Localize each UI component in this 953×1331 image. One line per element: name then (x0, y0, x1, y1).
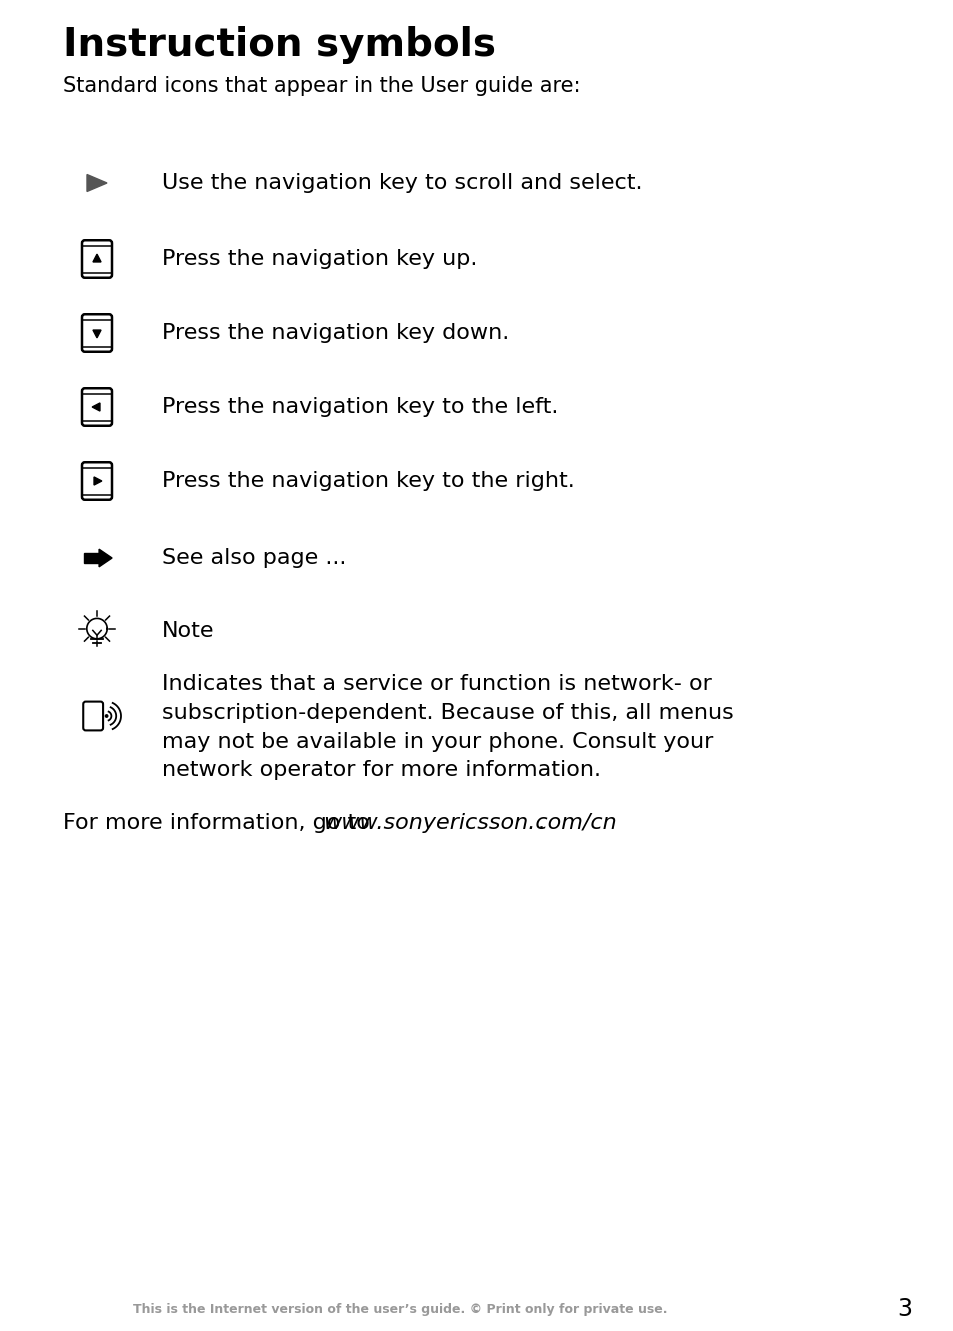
Circle shape (105, 715, 108, 717)
Polygon shape (99, 550, 112, 567)
Text: This is the Internet version of the user’s guide. © Print only for private use.: This is the Internet version of the user… (132, 1303, 666, 1315)
Polygon shape (84, 554, 99, 563)
Text: For more information, go to: For more information, go to (63, 813, 376, 833)
Text: Use the navigation key to scroll and select.: Use the navigation key to scroll and sel… (162, 173, 641, 193)
Text: .: . (537, 813, 544, 833)
FancyBboxPatch shape (82, 314, 112, 351)
Text: Indicates that a service or function is network- or
subscription-dependent. Beca: Indicates that a service or function is … (162, 673, 733, 780)
Text: Press the navigation key down.: Press the navigation key down. (162, 323, 509, 343)
Text: Instruction symbols: Instruction symbols (63, 27, 496, 64)
Text: 3: 3 (897, 1296, 911, 1320)
Text: www.sonyericsson.com/cn: www.sonyericsson.com/cn (323, 813, 617, 833)
Text: Press the navigation key up.: Press the navigation key up. (162, 249, 476, 269)
FancyBboxPatch shape (82, 389, 112, 426)
Polygon shape (94, 476, 102, 484)
FancyBboxPatch shape (82, 462, 112, 499)
Text: Press the navigation key to the right.: Press the navigation key to the right. (162, 471, 574, 491)
FancyBboxPatch shape (82, 241, 112, 278)
Polygon shape (87, 174, 107, 192)
Text: See also page ...: See also page ... (162, 548, 346, 568)
FancyBboxPatch shape (83, 701, 103, 731)
Text: Press the navigation key to the left.: Press the navigation key to the left. (162, 397, 558, 417)
Polygon shape (92, 254, 101, 262)
Text: Note: Note (162, 622, 214, 642)
Text: Standard icons that appear in the User guide are:: Standard icons that appear in the User g… (63, 76, 579, 96)
Polygon shape (92, 403, 100, 411)
Polygon shape (92, 330, 101, 338)
